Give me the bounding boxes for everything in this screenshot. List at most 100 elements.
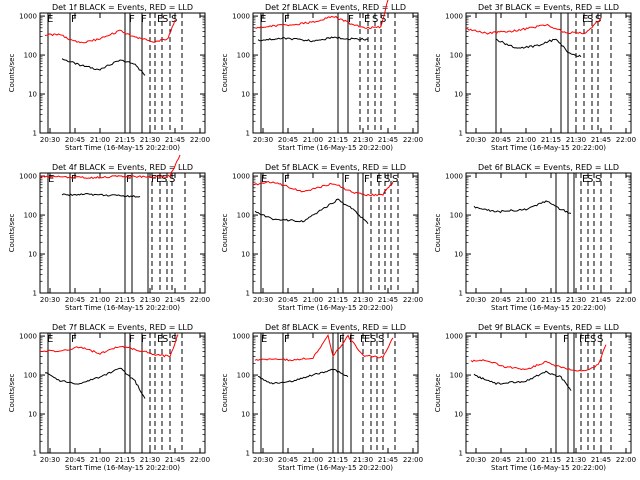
x-tick-label: 20:30 [253, 296, 273, 304]
marker-flag-label: E [48, 174, 54, 185]
lld-series-line [254, 0, 389, 30]
x-tick-label: 21:15 [541, 136, 561, 144]
panel-9: Det 9f BLACK = Events, RED = LLD 1 10 100 10… [434, 323, 636, 472]
marker-flag-label: E [582, 174, 588, 185]
events-series-line [473, 370, 572, 391]
marker-flag-label: S [370, 334, 376, 345]
x-tick-label: 20:45 [278, 296, 298, 304]
x-tick-label: 21:30 [140, 136, 160, 144]
x-tick-label: 21:00 [303, 136, 323, 144]
panel-3: Det 3f BLACK = Events, RED = LLD 1 10 100 10… [434, 3, 636, 152]
marker-flag-label: S [595, 174, 601, 185]
plot-frame [465, 332, 632, 454]
marker-flag-label: S [162, 14, 168, 25]
y-axis-label: Counts/sec [221, 374, 229, 413]
panel-8: Det 8f BLACK = Events, RED = LLD 1 10 100 10… [221, 323, 423, 472]
y-axis-label: Counts/sec [434, 54, 442, 93]
plot-frame [39, 172, 206, 294]
x-tick-label: 21:15 [328, 456, 348, 464]
x-tick-label: 20:45 [65, 296, 85, 304]
events-series-line [44, 367, 146, 399]
x-tick-label: 20:45 [491, 296, 511, 304]
x-tick-label: 21:30 [353, 296, 373, 304]
lld-series-line [44, 19, 176, 44]
y-tick-label: 10 [28, 251, 37, 259]
marker-flag-label: S [392, 174, 398, 185]
events-series-line [473, 200, 572, 214]
x-tick-label: 21:30 [353, 136, 373, 144]
x-tick-label: 21:15 [115, 296, 135, 304]
y-tick-label: 1000 [445, 333, 463, 341]
y-tick-label: 10 [241, 411, 250, 419]
y-axis-label: Counts/sec [8, 214, 16, 253]
y-tick-label: 1000 [445, 13, 463, 21]
y-tick-label: 1 [33, 290, 37, 298]
x-tick-label: 20:45 [491, 136, 511, 144]
panel-2: Det 2f BLACK = Events, RED = LLD 1 10 100 10… [221, 0, 423, 152]
x-tick-label: 20:30 [466, 296, 486, 304]
marker-flag-label: S [590, 334, 596, 345]
x-tick-label: 20:45 [278, 456, 298, 464]
panel-6: Det 6f BLACK = Events, RED = LLD 1 10 100 10… [434, 163, 636, 312]
panel-title: Det 1f BLACK = Events, RED = LLD [52, 3, 193, 12]
marker-flag-label: E [157, 14, 163, 25]
marker-flag-label: S [162, 334, 168, 345]
x-tick-label: 20:45 [65, 456, 85, 464]
x-tick-label: 20:30 [466, 136, 486, 144]
y-tick-label: 1 [459, 290, 463, 298]
panel-title: Det 6f BLACK = Events, RED = LLD [478, 163, 619, 172]
x-tick-label: 21:30 [566, 136, 586, 144]
lld-series-line [252, 180, 394, 197]
x-tick-label: 21:15 [115, 456, 135, 464]
x-tick-label: 21:00 [90, 456, 110, 464]
y-tick-label: 10 [28, 91, 37, 99]
marker-flag-label: E [47, 334, 53, 345]
plot-frame [252, 332, 419, 454]
events-series-line [254, 198, 369, 224]
plot-frame [465, 172, 632, 294]
marker-flag-label: F [339, 334, 345, 345]
y-tick-label: 100 [237, 212, 250, 220]
x-tick-label: 22:00 [616, 136, 636, 144]
x-tick-label: 22:00 [616, 296, 636, 304]
y-tick-label: 10 [241, 251, 250, 259]
y-tick-label: 1 [459, 450, 463, 458]
x-tick-label: 21:30 [566, 456, 586, 464]
y-tick-label: 1000 [19, 13, 37, 21]
x-tick-label: 21:15 [328, 136, 348, 144]
x-tick-label: 22:00 [403, 136, 423, 144]
marker-flag-label: E [261, 174, 267, 185]
x-tick-label: 21:45 [378, 136, 398, 144]
plot-frame [39, 332, 206, 454]
panel-title: Det 4f BLACK = Events, RED = LLD [52, 163, 193, 172]
marker-flag-label: F [71, 174, 77, 185]
x-tick-label: 20:30 [253, 456, 273, 464]
x-axis-label: Start Time (16-May-15 20:22:00) [491, 304, 606, 312]
marker-flag-label: F [348, 14, 354, 25]
marker-flag-label: E [582, 14, 588, 25]
lld-series-line [465, 17, 602, 35]
plot-frame [39, 12, 206, 134]
marker-flag-label: F [284, 334, 290, 345]
x-tick-label: 22:00 [616, 456, 636, 464]
x-tick-label: 21:30 [566, 296, 586, 304]
x-tick-label: 22:00 [403, 456, 423, 464]
y-tick-label: 1000 [232, 173, 250, 181]
y-tick-label: 10 [454, 91, 463, 99]
y-tick-label: 100 [450, 52, 463, 60]
y-tick-label: 1000 [19, 333, 37, 341]
x-tick-label: 20:30 [40, 296, 60, 304]
x-tick-label: 20:45 [278, 136, 298, 144]
x-tick-label: 21:00 [90, 296, 110, 304]
x-axis-label: Start Time (16-May-15 20:22:00) [491, 144, 606, 152]
panel-title: Det 7f BLACK = Events, RED = LLD [52, 323, 193, 332]
x-tick-label: 21:30 [353, 456, 373, 464]
events-series-line [257, 368, 349, 385]
marker-flag-label: F [563, 334, 569, 345]
x-tick-label: 21:00 [90, 136, 110, 144]
panel-title: Det 8f BLACK = Events, RED = LLD [265, 323, 406, 332]
y-tick-label: 100 [237, 372, 250, 380]
panel-7: Det 7f BLACK = Events, RED = LLD 1 10 100 10… [8, 323, 210, 472]
y-tick-label: 100 [450, 372, 463, 380]
